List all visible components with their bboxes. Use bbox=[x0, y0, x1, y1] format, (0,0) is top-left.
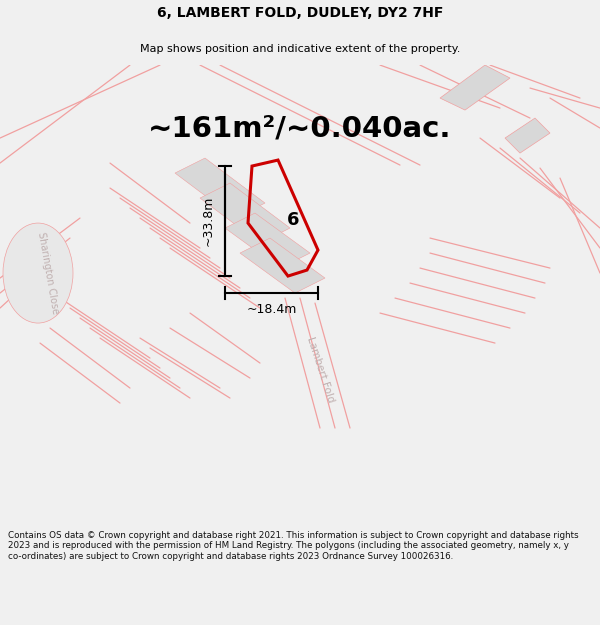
Text: 6: 6 bbox=[287, 211, 299, 229]
Text: Lambert Fold: Lambert Fold bbox=[305, 336, 335, 404]
Text: ~161m²/~0.040ac.: ~161m²/~0.040ac. bbox=[148, 114, 452, 142]
Polygon shape bbox=[225, 213, 310, 268]
Text: Map shows position and indicative extent of the property.: Map shows position and indicative extent… bbox=[140, 44, 460, 54]
Text: ~33.8m: ~33.8m bbox=[202, 196, 215, 246]
Polygon shape bbox=[240, 238, 325, 293]
Text: ~18.4m: ~18.4m bbox=[247, 303, 296, 316]
Polygon shape bbox=[175, 158, 265, 218]
Polygon shape bbox=[440, 65, 510, 110]
Text: 6, LAMBERT FOLD, DUDLEY, DY2 7HF: 6, LAMBERT FOLD, DUDLEY, DY2 7HF bbox=[157, 6, 443, 20]
Text: Sharington Close: Sharington Close bbox=[36, 231, 60, 315]
Polygon shape bbox=[200, 183, 290, 243]
Ellipse shape bbox=[3, 223, 73, 323]
Polygon shape bbox=[505, 118, 550, 153]
Text: Contains OS data © Crown copyright and database right 2021. This information is : Contains OS data © Crown copyright and d… bbox=[8, 531, 578, 561]
